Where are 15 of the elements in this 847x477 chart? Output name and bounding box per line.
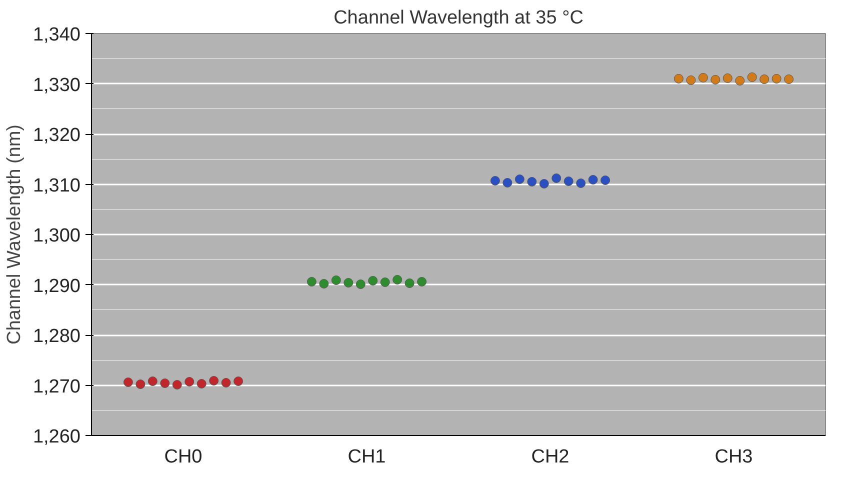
x-tick-label: CH1 [348, 446, 386, 468]
y-tick-label: 1,290 [32, 276, 80, 297]
x-tick-label: CH0 [164, 446, 202, 468]
y-tick-label: 1,270 [32, 376, 80, 398]
y-axis-title: Channel Wavelength (nm) [4, 124, 25, 345]
y-tick-label: 1,310 [32, 175, 80, 196]
chart-title: Channel Wavelength at 35 °C [334, 8, 584, 28]
y-tick-label: 1,320 [32, 125, 80, 146]
y-tick-label: 1,330 [32, 74, 80, 96]
y-tick-label: 1,340 [32, 24, 80, 46]
y-tick-label: 1,280 [32, 326, 80, 347]
x-tick-label: CH2 [531, 446, 570, 468]
y-tick-label: 1,260 [32, 426, 80, 448]
x-tick-label: CH3 [714, 446, 753, 468]
y-tick-label: 1,300 [32, 226, 80, 246]
